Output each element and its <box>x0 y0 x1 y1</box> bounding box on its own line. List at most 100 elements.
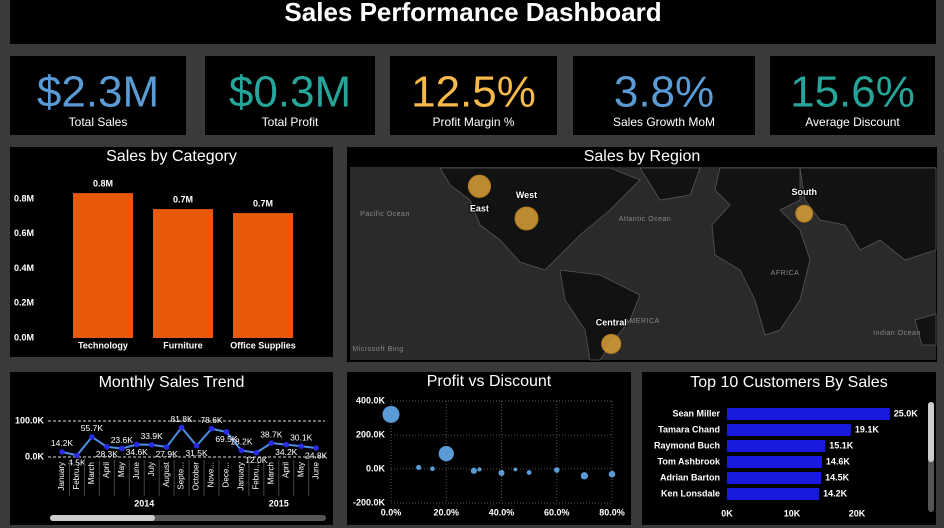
region-label: West <box>516 190 537 200</box>
x-tick-label: Septe... <box>177 462 186 490</box>
x-tick-label: August <box>162 461 171 487</box>
y-tick-label: Raymond Buch <box>654 440 720 450</box>
region-bubble <box>467 174 492 198</box>
point <box>477 467 482 472</box>
scrollbar-thumb[interactable] <box>928 402 934 462</box>
point <box>283 441 290 448</box>
x-tick-label: 60.0% <box>544 507 570 517</box>
y-tick-label: 0.2M <box>14 298 34 308</box>
x-tick-label: 10K <box>784 508 801 518</box>
value-label: 14.6K <box>826 456 851 466</box>
point <box>268 440 275 446</box>
point <box>438 445 454 462</box>
point <box>193 442 200 449</box>
value-label: 18.2K <box>230 437 253 447</box>
point <box>526 470 532 475</box>
point <box>74 452 80 459</box>
kpi-card <box>10 56 186 135</box>
point <box>498 469 505 476</box>
point <box>553 467 560 473</box>
kpi-card <box>770 56 935 135</box>
x-group-label: 2015 <box>269 498 289 508</box>
y-tick-label: Tamara Chand <box>658 424 720 434</box>
y-tick-label: Ken Lonsdale <box>661 488 720 498</box>
value-label: 15.1K <box>829 440 854 450</box>
value-label: 81.8K <box>170 414 193 424</box>
kpi-value: 15.6% <box>790 68 915 117</box>
point <box>253 449 260 456</box>
y-tick-label: 0.8M <box>14 193 34 203</box>
y-tick-label: 100.0K <box>15 415 45 425</box>
point <box>133 441 140 448</box>
x-tick-label: 0.0% <box>381 507 402 517</box>
value-label: 0.7M <box>253 198 273 208</box>
value-label: 0.8M <box>93 178 113 188</box>
map-land <box>439 167 937 361</box>
y-tick-label: Sean Miller <box>672 408 720 418</box>
x-group-label: 2014 <box>134 498 154 508</box>
x-tick-label: 0K <box>721 508 733 518</box>
point <box>59 449 65 455</box>
x-tick-label: Furniture <box>163 340 203 350</box>
kpi-label: Profit Margin % <box>432 115 514 129</box>
map-label: AMERICA <box>624 318 659 325</box>
y-tick-label: 0.0K <box>366 463 386 473</box>
panel-title: Top 10 Customers By Sales <box>690 374 887 391</box>
value-label: 69.5K <box>215 434 238 444</box>
kpi-value: $0.3M <box>229 68 351 117</box>
bar <box>727 472 822 484</box>
bar <box>727 488 820 500</box>
bar <box>727 456 822 468</box>
value-label: 38.7K <box>260 429 283 439</box>
point <box>416 464 422 471</box>
region-bubble <box>795 204 814 223</box>
value-label: 23.6K <box>111 435 134 445</box>
x-tick-label: April <box>281 462 290 478</box>
panel-title: Sales by Category <box>106 148 237 165</box>
y-tick-label: 0.6M <box>14 228 34 238</box>
point <box>298 443 305 449</box>
x-tick-label: May <box>117 462 126 477</box>
x-tick-label: January <box>57 462 66 490</box>
panel-title: Profit vs Discount <box>427 373 552 390</box>
region-bubble <box>514 206 539 231</box>
x-tick-label: 20K <box>849 508 866 518</box>
value-label: 14.5K <box>825 472 850 482</box>
x-tick-label: January <box>237 462 246 490</box>
point <box>163 444 170 450</box>
value-label: 0.7M <box>173 194 193 204</box>
map-label: Atlantic Ocean <box>619 216 672 223</box>
x-tick-label: 20.0% <box>433 507 459 517</box>
value-label: 24.8K <box>305 450 328 460</box>
kpi-label: Sales Growth MoM <box>613 115 715 129</box>
value-label: 30.1K <box>290 432 313 442</box>
bar <box>153 209 213 338</box>
point <box>104 444 110 450</box>
x-tick-label: Office Supplies <box>230 340 296 350</box>
kpi-value: 3.8% <box>614 68 714 117</box>
map-label: AFRICA <box>771 270 800 277</box>
y-tick-label: Adrian Barton <box>660 472 720 482</box>
bar <box>73 193 133 338</box>
x-tick-label: May <box>296 462 305 477</box>
x-tick-label: 40.0% <box>489 507 515 517</box>
point <box>208 425 215 432</box>
point <box>89 434 95 440</box>
x-tick-label: April <box>102 462 111 478</box>
point <box>148 441 155 448</box>
kpi-value: 12.5% <box>411 68 536 117</box>
bar <box>233 213 293 338</box>
scrollbar-thumb[interactable] <box>50 515 155 521</box>
point <box>238 447 245 454</box>
kpi-label: Average Discount <box>805 115 900 129</box>
x-tick-label: June <box>132 461 141 479</box>
point <box>580 472 589 480</box>
map-label: Pacific Ocean <box>360 211 410 218</box>
bar <box>727 408 890 420</box>
value-label: 78.6K <box>200 415 223 425</box>
x-tick-label: 80.0% <box>599 507 625 517</box>
y-tick-label: -200.0K <box>353 497 386 507</box>
x-tick-label: Febru... <box>72 462 81 490</box>
